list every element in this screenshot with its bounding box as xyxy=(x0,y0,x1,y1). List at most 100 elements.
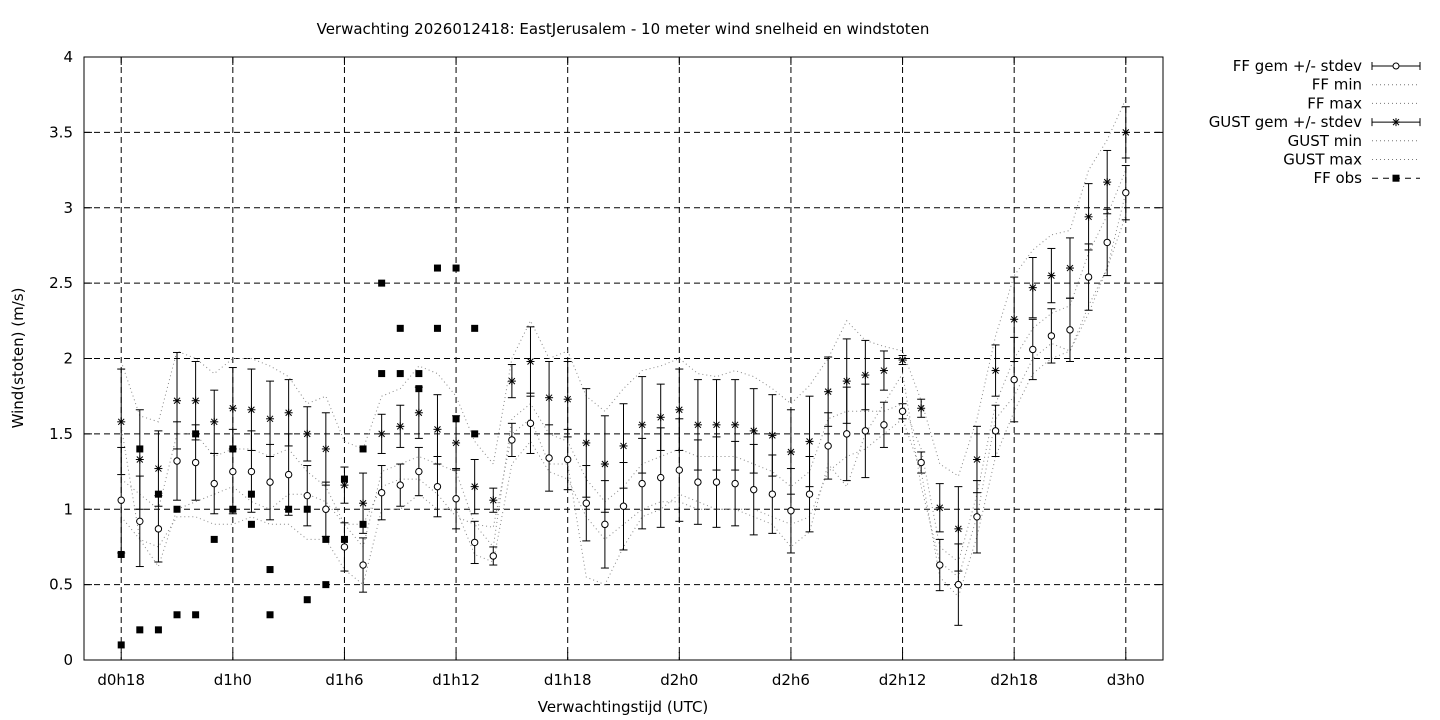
ff-obs-point xyxy=(285,505,293,513)
ff-obs-point xyxy=(471,430,479,438)
gust-mean-point xyxy=(1028,283,1037,292)
gust-mean-point xyxy=(414,408,423,417)
ff-mean-point xyxy=(173,457,181,465)
gust-mean-point xyxy=(359,499,368,508)
ff-obs-point xyxy=(303,596,311,604)
ff-mean-point xyxy=(266,478,274,486)
ff-mean-point xyxy=(526,419,535,428)
gust-mean-point xyxy=(954,524,963,533)
ff-obs-point xyxy=(136,626,144,634)
ff-obs-point xyxy=(396,324,404,332)
ff-obs-point xyxy=(229,505,237,513)
y-tick-label: 0 xyxy=(63,651,73,669)
ff-mean-point xyxy=(1122,188,1130,197)
ff-obs-point xyxy=(471,324,479,332)
gust-mean-point xyxy=(1047,271,1056,280)
ff-mean-point xyxy=(675,466,684,474)
ff-obs-point xyxy=(192,611,200,619)
ff-mean-point xyxy=(1103,238,1111,247)
x-tick-label: d1h0 xyxy=(214,671,252,689)
gust-mean-point xyxy=(228,404,237,413)
gust-mean-point xyxy=(786,447,795,456)
ff-mean-point xyxy=(117,496,125,504)
ff-mean-point xyxy=(917,458,925,467)
gust-mean-point xyxy=(321,444,330,453)
y-tick-label: 3.5 xyxy=(49,123,73,141)
gust-mean-point xyxy=(1010,315,1019,324)
gust-mean-point xyxy=(1121,128,1130,137)
gust-mean-point xyxy=(526,357,535,366)
ff-mean-point xyxy=(489,552,497,560)
ff-mean-point xyxy=(1047,332,1056,340)
gust-mean-point xyxy=(340,481,349,490)
legend-label: FF gem +/- stdev xyxy=(1233,57,1362,75)
ff-obs-point xyxy=(154,490,162,498)
ff-mean-point xyxy=(750,485,758,494)
gust-mean-point xyxy=(117,417,126,426)
legend-label: GUST min xyxy=(1288,132,1362,150)
ff-mean-point xyxy=(991,427,1000,435)
gust-mean-point xyxy=(191,396,200,405)
legend-sample-marker xyxy=(1392,118,1400,127)
ff-mean-point xyxy=(694,478,702,486)
gust-mean-point xyxy=(266,414,275,423)
gust-mean-point xyxy=(545,393,554,402)
legend-sample-marker xyxy=(1392,174,1400,182)
x-tick-label: d3h0 xyxy=(1107,671,1145,689)
gust-mean-point xyxy=(842,377,851,386)
ff-mean-point xyxy=(191,458,200,467)
ff-obs-point xyxy=(192,430,200,438)
legend-label: FF min xyxy=(1312,76,1362,94)
y-tick-label: 2.5 xyxy=(49,274,73,292)
ff-mean-point xyxy=(787,507,795,515)
ff-mean-point xyxy=(210,479,218,488)
ff-mean-point xyxy=(824,442,832,450)
ff-mean-point xyxy=(377,488,386,497)
legend-sample-marker xyxy=(1392,62,1400,70)
ff-mean-point xyxy=(247,467,256,476)
ff-mean-point xyxy=(359,561,367,569)
ff-obs-series xyxy=(117,264,479,649)
gust-mean-point xyxy=(600,460,609,469)
ff-mean-point xyxy=(1066,326,1074,334)
ff-obs-point xyxy=(173,505,181,513)
ff-mean-point xyxy=(322,505,330,513)
ff-obs-point xyxy=(136,445,144,453)
ff-mean-point xyxy=(898,407,907,415)
legend-label: GUST max xyxy=(1283,151,1362,169)
legend-item-gust-max: GUST max xyxy=(1283,151,1420,169)
ff-obs-point xyxy=(322,581,330,589)
ff-mean-point xyxy=(731,479,739,488)
gust-mean-point xyxy=(805,437,814,446)
ff-mean-point xyxy=(712,478,721,486)
gust-mean-point xyxy=(452,438,461,447)
ff-obs-point xyxy=(452,264,460,272)
gust-mean-point xyxy=(433,425,442,434)
legend-label: GUST gem +/- stdev xyxy=(1209,113,1362,131)
ff-mean-point xyxy=(619,502,628,510)
gust-mean-point xyxy=(210,417,219,426)
ff-obs-point xyxy=(247,490,255,498)
gust-mean-point xyxy=(824,387,833,396)
ff-mean-point xyxy=(545,454,553,462)
y-tick-label: 3 xyxy=(63,199,73,217)
gust-mean-point xyxy=(563,395,572,404)
gust-mean-point xyxy=(247,405,256,414)
gust-mean-point xyxy=(470,482,479,491)
gust-mean-point xyxy=(712,420,721,429)
ff-obs-point xyxy=(415,385,423,393)
y-tick-label: 0.5 xyxy=(49,576,73,594)
gust-mean-point xyxy=(935,503,944,512)
y-tick-label: 2 xyxy=(63,350,73,368)
ff-obs-point xyxy=(378,370,386,378)
ff-mean-point xyxy=(843,430,851,438)
legend-label: FF obs xyxy=(1313,169,1362,187)
x-tick-label: d0h18 xyxy=(97,671,145,689)
gust-mean-point xyxy=(731,420,740,429)
gust-mean-point xyxy=(1103,178,1112,187)
ff-mean-point xyxy=(470,538,479,547)
ff-mean-point xyxy=(284,470,293,479)
x-tick-label: d2h18 xyxy=(990,671,1038,689)
